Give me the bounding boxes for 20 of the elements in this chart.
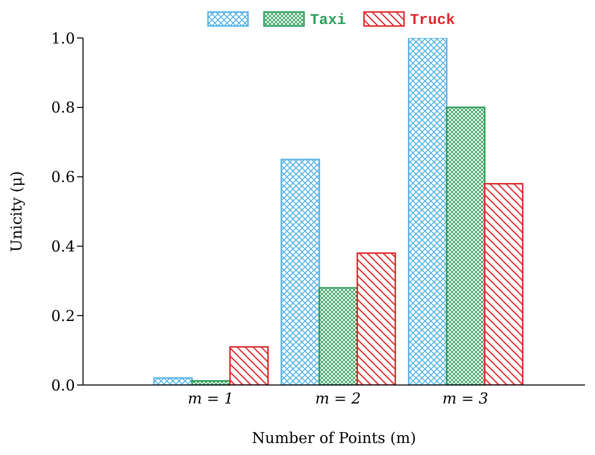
y-tick-label: 0.2 <box>51 306 75 325</box>
y-tick-label: 0.4 <box>51 238 75 256</box>
bar <box>446 106 486 385</box>
y-tick-label: 1.0 <box>51 29 75 48</box>
x-tick-label: m = 3 <box>442 390 488 408</box>
text: Taxi <box>310 12 346 29</box>
y-tick-label: 0.8 <box>51 98 75 117</box>
x-tick-label: m = 1 <box>188 390 234 408</box>
bar <box>280 158 320 385</box>
bar <box>408 38 448 385</box>
text: Truck <box>410 12 456 29</box>
y-tick-label: 0.0 <box>51 376 75 394</box>
y-axis-title: Unicity (μ) <box>7 170 26 252</box>
bar <box>484 182 524 385</box>
x-tick-label: m = 2 <box>315 390 361 408</box>
y-tick-label: 0.6 <box>51 168 75 186</box>
x-axis-title: Number of Points (m) <box>252 429 416 447</box>
bar <box>229 346 269 385</box>
bar <box>356 252 396 385</box>
bar <box>318 287 358 385</box>
